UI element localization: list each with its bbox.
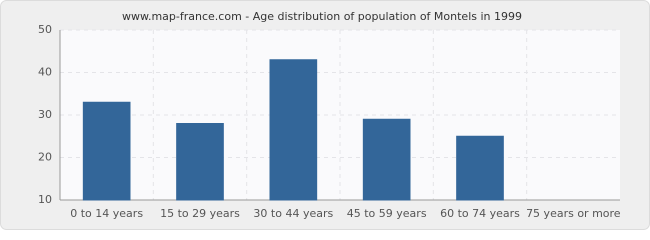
x-tick-label: 75 years or more	[526, 207, 621, 220]
y-tick-label: 10	[38, 193, 52, 206]
bar	[456, 135, 504, 201]
x-tick-label: 45 to 59 years	[347, 207, 427, 220]
bar	[176, 123, 224, 201]
chart: www.map-france.com - Age distribution of…	[0, 0, 650, 230]
x-tick-label: 60 to 74 years	[440, 207, 520, 220]
y-tick-label: 30	[38, 108, 52, 121]
x-tick-label: 0 to 14 years	[70, 207, 143, 220]
y-tick-label: 40	[38, 66, 52, 79]
y-tick-label: 50	[38, 23, 52, 36]
chart-title: www.map-france.com - Age distribution of…	[122, 10, 522, 23]
x-tick-label: 30 to 44 years	[253, 207, 333, 220]
x-tick-label: 15 to 29 years	[160, 207, 240, 220]
bar	[82, 101, 131, 201]
bar	[269, 59, 318, 201]
y-tick-label: 20	[38, 151, 52, 164]
bar	[362, 118, 411, 201]
